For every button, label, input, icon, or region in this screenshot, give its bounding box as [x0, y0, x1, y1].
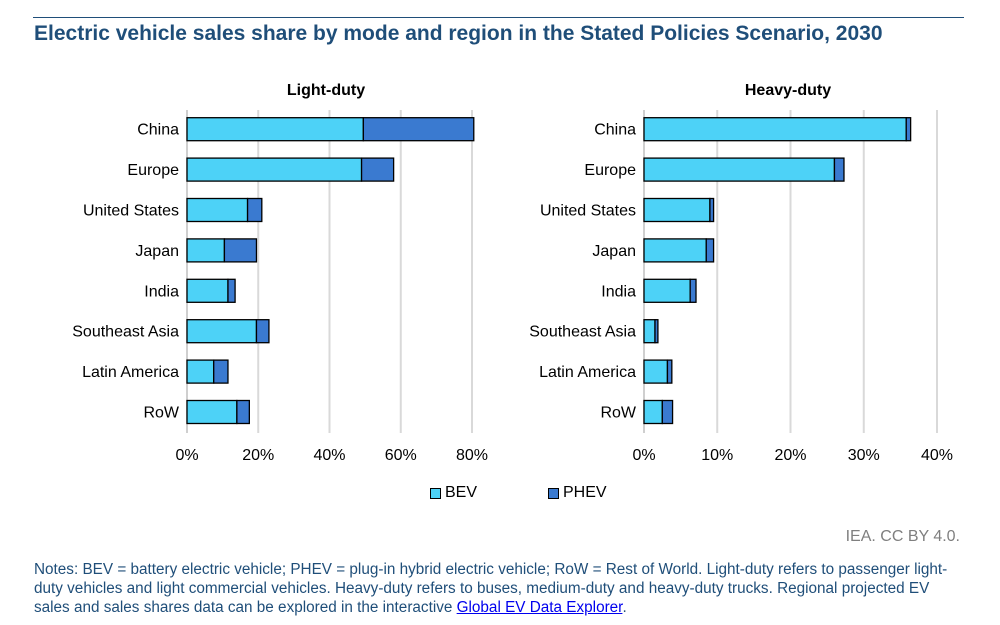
bar-light-duty-southeast-asia-phev [255, 319, 270, 344]
bar-light-duty-row-phev [236, 399, 250, 425]
x-tick-label-heavy-duty-40: 40% [921, 447, 953, 464]
category-label-heavy-duty-southeast-asia: Southeast Asia [529, 324, 636, 341]
category-label-heavy-duty-india: India [601, 283, 636, 300]
bar-heavy-duty-latin-america-phev [666, 359, 673, 384]
bar-light-duty-europe-phev [360, 157, 395, 182]
x-tick-label-heavy-duty-0: 0% [632, 447, 655, 464]
category-label-light-duty-india: India [144, 283, 179, 300]
category-label-light-duty-china: China [137, 122, 179, 139]
category-label-heavy-duty-japan: Japan [592, 243, 636, 260]
x-tick-label-light-duty-0: 0% [175, 447, 198, 464]
x-tick-label-light-duty-80: 80% [456, 447, 488, 464]
bar-heavy-duty-row-phev [661, 399, 674, 425]
category-label-heavy-duty-row: RoW [600, 405, 636, 422]
legend-item-bev: BEV [430, 484, 477, 502]
bar-light-duty-latin-america-bev [186, 359, 215, 384]
credit-text: IEA. CC BY 4.0. [845, 528, 960, 545]
legend: BEV PHEV [0, 484, 1000, 504]
bar-light-duty-china-bev [186, 117, 364, 142]
bar-light-duty-india-bev [186, 278, 229, 303]
legend-label-bev: BEV [445, 484, 478, 501]
bar-heavy-duty-china-bev [643, 117, 907, 142]
global-ev-data-explorer-link[interactable]: Global EV Data Explorer [456, 599, 623, 616]
notes-text: Notes: BEV = battery electric vehicle; P… [34, 561, 948, 616]
notes: Notes: BEV = battery electric vehicle; P… [34, 560, 969, 617]
x-tick-label-light-duty-20: 20% [242, 447, 274, 464]
bar-heavy-duty-india-phev [689, 278, 697, 303]
bar-heavy-duty-southeast-asia-bev [643, 319, 656, 344]
bar-light-duty-europe-bev [186, 157, 363, 182]
bar-heavy-duty-japan-phev [705, 238, 715, 263]
bar-heavy-duty-united-states-bev [643, 197, 711, 223]
bar-light-duty-japan-bev [186, 238, 226, 263]
charts-canvas: Light-duty 0% 20% 40% 60% 80% China Europe Unite… [72, 82, 953, 464]
category-label-light-duty-southeast-asia: Southeast Asia [72, 324, 179, 341]
bar-light-duty-china-phev [362, 117, 475, 142]
bar-light-duty-row-bev [186, 399, 238, 425]
bar-light-duty-united-states-bev [186, 197, 249, 223]
category-label-light-duty-europe: Europe [127, 162, 179, 179]
bar-light-duty-united-states-phev [246, 197, 263, 223]
category-label-heavy-duty-europe: Europe [584, 162, 636, 179]
chart-title: Electric vehicle sales share by mode and… [34, 22, 883, 45]
x-tick-label-light-duty-40: 40% [313, 447, 345, 464]
category-label-light-duty-japan: Japan [135, 243, 179, 260]
legend-swatch-phev [548, 487, 559, 499]
bar-heavy-duty-india-bev [643, 278, 691, 303]
bar-heavy-duty-china-phev [905, 117, 912, 142]
bar-heavy-duty-europe-bev [643, 157, 836, 182]
category-label-heavy-duty-united-states: United States [540, 203, 636, 220]
bar-heavy-duty-united-states-phev [709, 197, 715, 223]
legend-label-phev: PHEV [563, 484, 607, 501]
bar-heavy-duty-latin-america-bev [643, 359, 669, 384]
category-label-light-duty-latin-america: Latin America [82, 364, 179, 381]
x-tick-label-heavy-duty-20: 20% [774, 447, 806, 464]
notes-end: . [622, 599, 627, 616]
bar-heavy-duty-europe-phev [833, 157, 845, 182]
x-tick-label-light-duty-60: 60% [385, 447, 417, 464]
bar-light-duty-southeast-asia-bev [186, 319, 258, 344]
bar-light-duty-latin-america-phev [213, 359, 229, 384]
bar-heavy-duty-southeast-asia-phev [654, 319, 659, 344]
bar-heavy-duty-japan-bev [643, 238, 707, 263]
category-label-light-duty-united-states: United States [83, 203, 179, 220]
category-label-light-duty-row: RoW [143, 405, 179, 422]
x-tick-label-heavy-duty-30: 30% [848, 447, 880, 464]
bar-heavy-duty-row-bev [643, 399, 663, 425]
x-tick-label-heavy-duty-10: 10% [701, 447, 733, 464]
legend-swatch-bev [430, 487, 441, 499]
category-label-heavy-duty-latin-america: Latin America [539, 364, 636, 381]
panel-title-heavy-duty: Heavy-duty [745, 82, 831, 99]
title-rule [33, 17, 964, 18]
bar-light-duty-japan-phev [223, 238, 258, 263]
legend-item-phev: PHEV [548, 484, 607, 502]
bar-light-duty-india-phev [227, 278, 236, 303]
panel-title-light-duty: Light-duty [287, 82, 365, 99]
category-label-heavy-duty-china: China [594, 122, 636, 139]
